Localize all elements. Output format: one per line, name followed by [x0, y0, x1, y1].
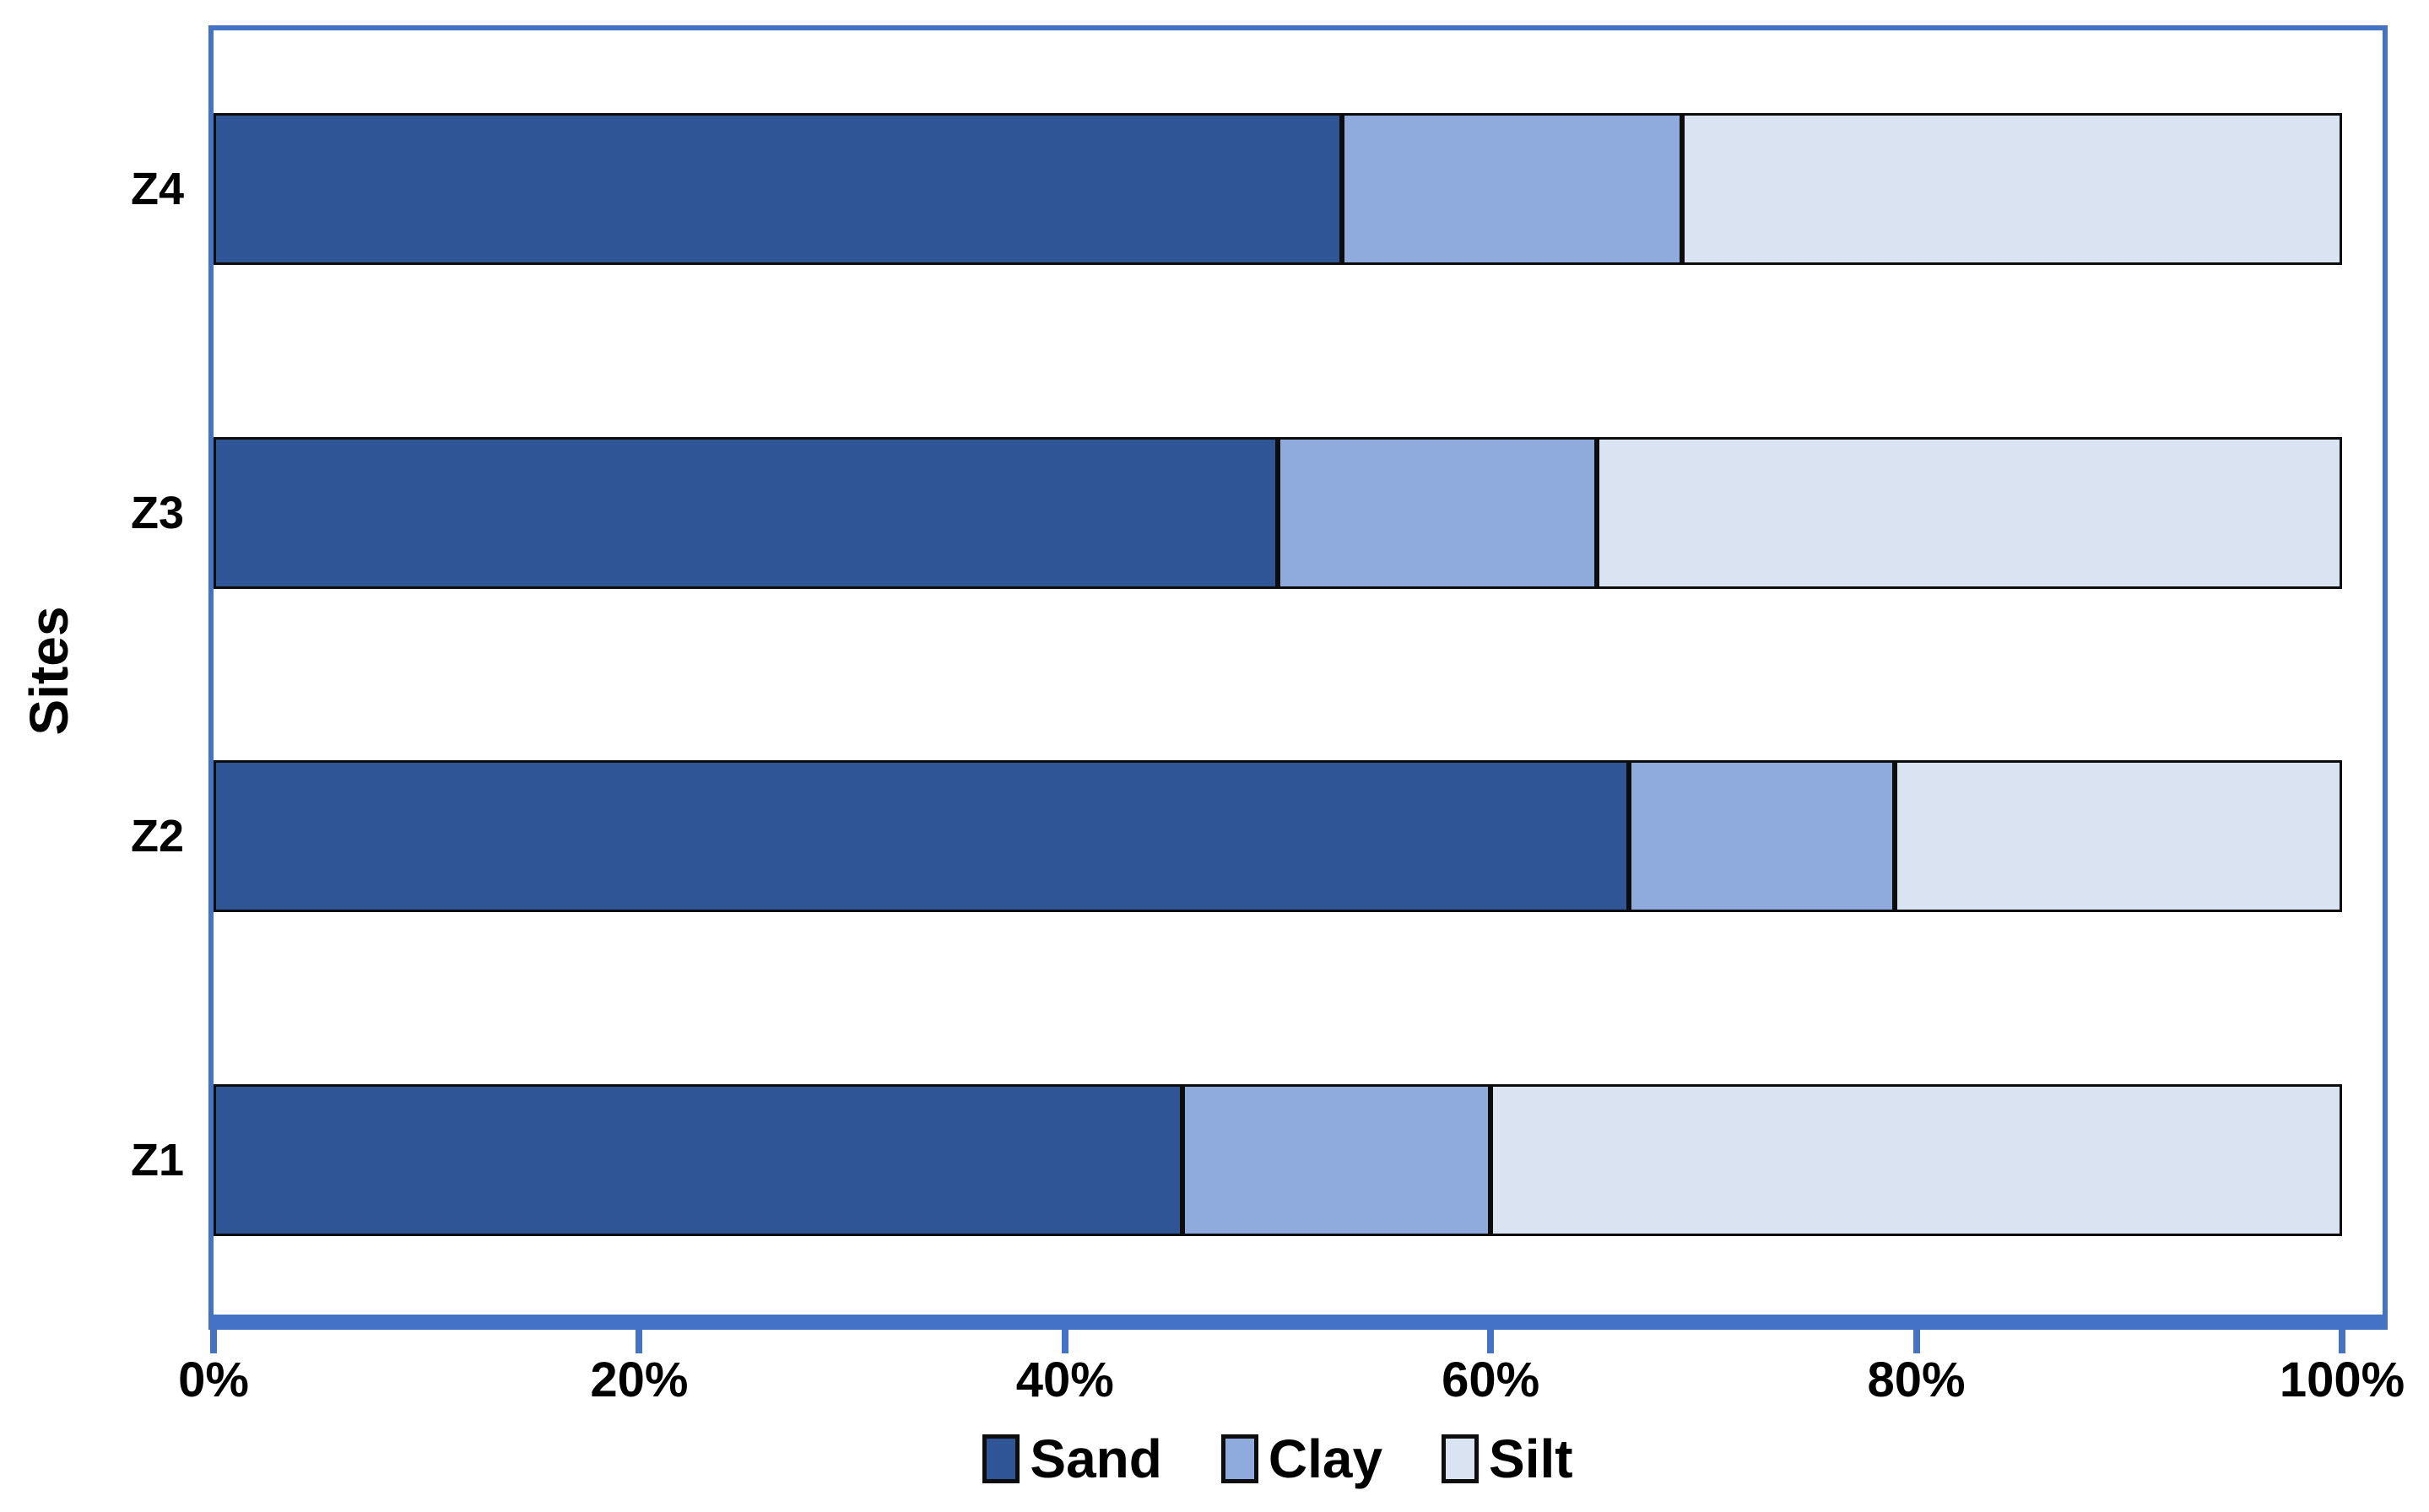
category-label-z1: Z1	[130, 1135, 184, 1186]
bar-z4-sand-segment	[214, 113, 1342, 265]
bar-z3	[214, 436, 2342, 589]
bar-z2-silt-segment	[1895, 760, 2342, 913]
legend-item-clay: Clay	[1220, 1428, 1383, 1489]
x-axis-tick-40	[1061, 1330, 1068, 1353]
legend-item-sand: Sand	[982, 1428, 1162, 1489]
legend-sand-label: Sand	[1030, 1428, 1162, 1489]
bar-z1	[214, 1084, 2342, 1237]
plot-area-frame	[208, 25, 2388, 1330]
x-axis-tick-20	[636, 1330, 643, 1353]
bar-z3-sand-segment	[214, 436, 1278, 589]
bar-z1-clay-segment	[1182, 1084, 1491, 1237]
bar-z3-silt-segment	[1597, 436, 2342, 589]
x-axis-tick-0	[210, 1330, 217, 1353]
legend-clay-label: Clay	[1268, 1428, 1383, 1489]
chart-legend: Sand Clay Silt	[214, 1429, 2342, 1488]
bar-z4-silt-segment	[1682, 113, 2342, 265]
x-axis-tick-label-20: 20%	[590, 1353, 689, 1407]
y-axis-title: Sites	[19, 606, 79, 736]
bar-z1-silt-segment	[1490, 1084, 2342, 1237]
legend-clay-swatch	[1220, 1434, 1258, 1483]
bar-z4-clay-segment	[1341, 113, 1683, 265]
bar-z2-sand-segment	[214, 760, 1630, 913]
x-axis-tick-label-40: 40%	[1015, 1353, 1114, 1407]
bar-z2	[214, 760, 2342, 913]
category-label-z2: Z2	[130, 811, 184, 862]
legend-item-silt: Silt	[1442, 1429, 1573, 1488]
bar-z4	[214, 113, 2342, 265]
category-label-z4: Z4	[130, 164, 184, 214]
x-axis-tick-80	[1912, 1330, 1920, 1353]
x-axis-tick-label-100: 100%	[2279, 1353, 2405, 1407]
x-axis-tick-60	[1487, 1330, 1495, 1353]
bar-z1-sand-segment	[214, 1084, 1182, 1237]
bar-z3-clay-segment	[1278, 436, 1598, 589]
x-axis-tick-label-60: 60%	[1442, 1353, 1540, 1407]
category-label-z3: Z3	[130, 487, 184, 538]
legend-silt-label: Silt	[1489, 1428, 1573, 1489]
x-axis-tick-label-80: 80%	[1867, 1353, 1966, 1407]
bar-z2-clay-segment	[1629, 760, 1896, 913]
x-axis-tick-label-0: 0%	[178, 1353, 249, 1407]
legend-sand-swatch	[982, 1434, 1020, 1483]
legend-silt-swatch	[1442, 1434, 1480, 1483]
x-axis-tick-100	[2339, 1330, 2345, 1353]
